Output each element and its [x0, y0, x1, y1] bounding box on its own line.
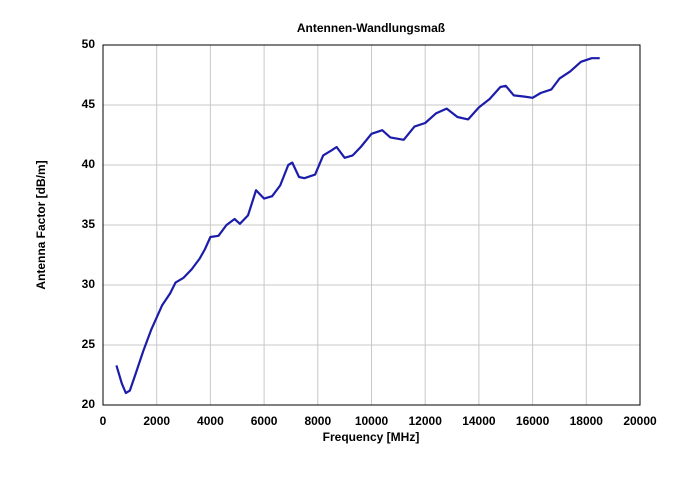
- x-tick-label: 20000: [623, 414, 657, 428]
- x-tick-label: 10000: [355, 414, 389, 428]
- y-tick-label: 40: [82, 157, 96, 171]
- y-tick-label: 45: [82, 97, 96, 111]
- x-tick-label: 8000: [304, 414, 331, 428]
- x-tick-label: 0: [100, 414, 107, 428]
- x-tick-label: 16000: [516, 414, 550, 428]
- y-tick-label: 50: [82, 37, 96, 51]
- data-line: [115, 57, 600, 395]
- x-tick-label: 2000: [143, 414, 170, 428]
- y-tick-label: 30: [82, 277, 96, 291]
- y-tick-label: 25: [82, 337, 96, 351]
- y-tick-label: 35: [82, 217, 96, 231]
- x-tick-label: 4000: [197, 414, 224, 428]
- chart-title: Antennen-Wandlungsmaß: [297, 21, 445, 35]
- x-tick-label: 14000: [462, 414, 496, 428]
- plot-frame: [102, 44, 641, 406]
- x-tick-label: 12000: [409, 414, 443, 428]
- y-tick-label: 20: [82, 397, 96, 411]
- x-tick-label: 6000: [251, 414, 278, 428]
- x-axis-label: Frequency [MHz]: [323, 430, 420, 444]
- x-tick-label: 18000: [570, 414, 604, 428]
- y-axis-label: Antenna Factor [dB/m]: [34, 160, 48, 289]
